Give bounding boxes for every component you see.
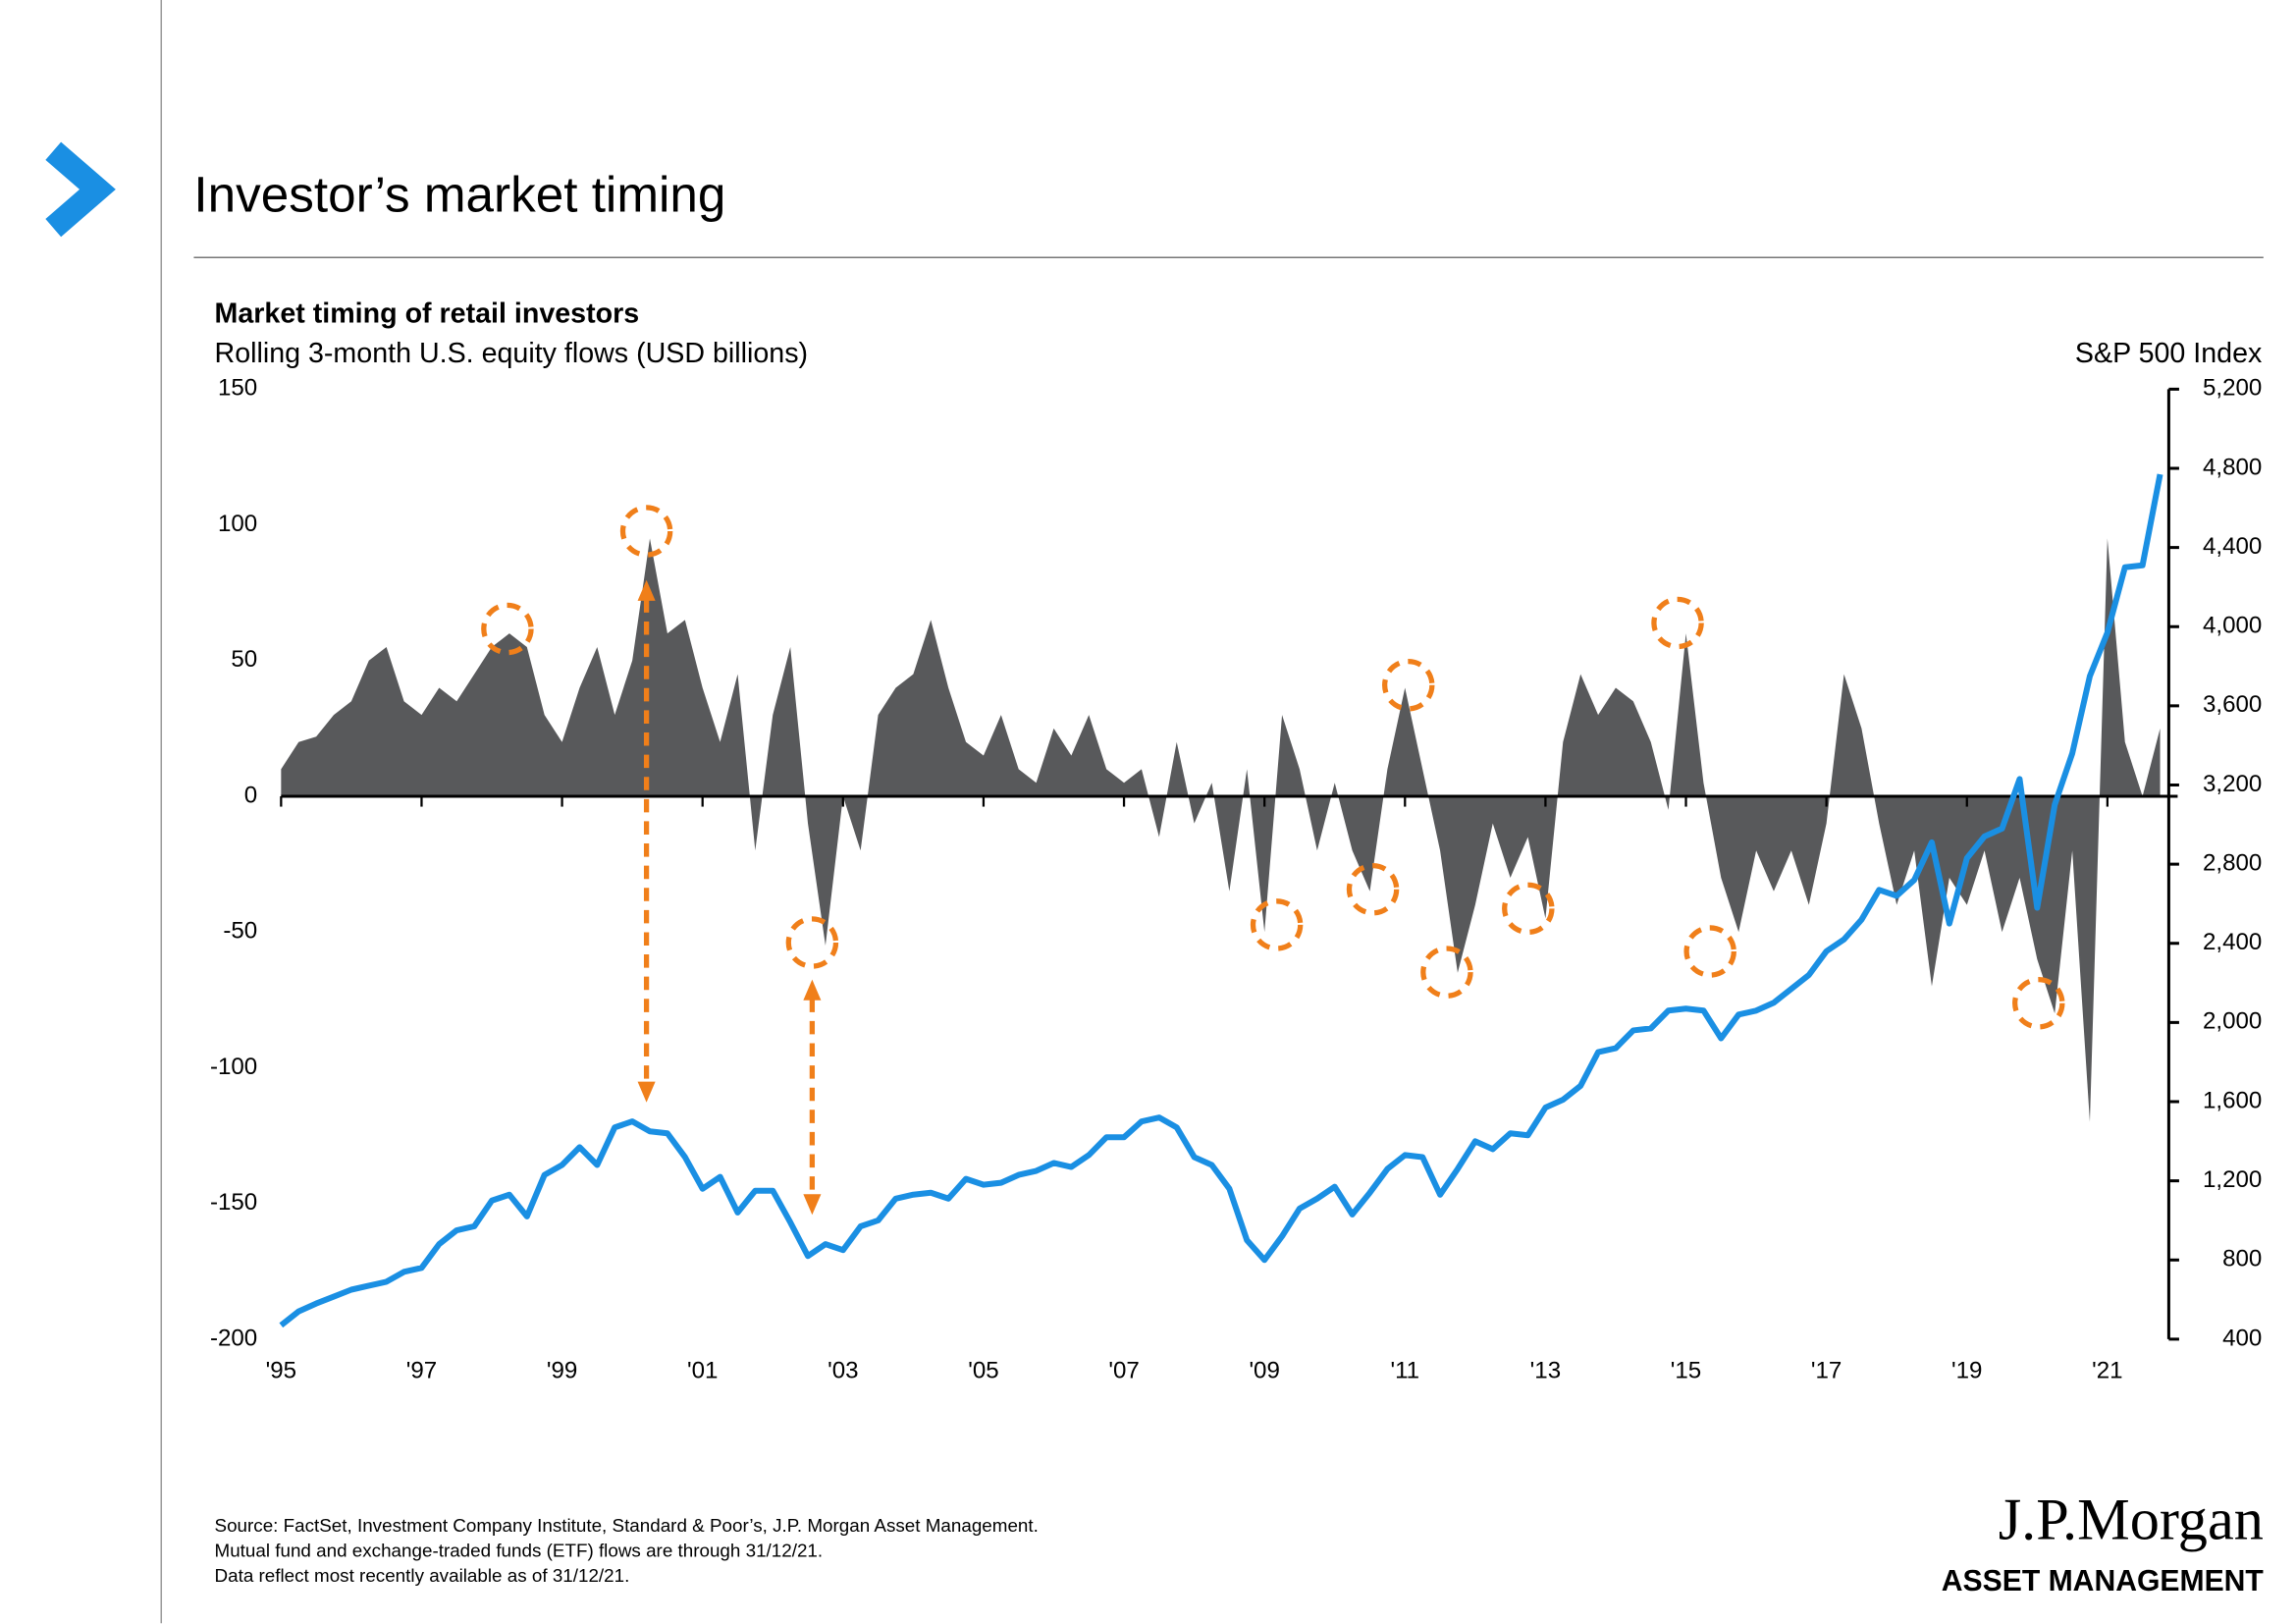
x-tick-label: '19 (1951, 1357, 1982, 1383)
chart-title: Market timing of retail investors (215, 298, 640, 330)
y2-axis-label: S&P 500 Index (2075, 338, 2262, 369)
x-tick-label: '09 (1249, 1357, 1279, 1383)
highlight-circle (619, 505, 673, 558)
x-tick-label: '95 (266, 1357, 296, 1383)
chevron-icon (45, 141, 116, 238)
y2-tick-label: 2,000 (2203, 1008, 2262, 1035)
x-tick-label: '21 (2092, 1357, 2122, 1383)
x-tick-label: '03 (828, 1357, 858, 1383)
source-note: Data reflect most recently available as … (215, 1565, 630, 1586)
x-tick-label: '97 (406, 1357, 437, 1383)
y2-tick-label: 2,800 (2203, 849, 2262, 876)
y2-tick-label: 3,600 (2203, 691, 2262, 718)
highlight-circle (1651, 596, 1704, 650)
logo: J.P.Morgan (1999, 1487, 2264, 1552)
y2-tick-label: 5,200 (2203, 375, 2262, 402)
logo-subtitle: ASSET MANAGEMENT (1942, 1565, 2265, 1597)
y-tick-label: -50 (223, 918, 257, 945)
x-tick-label: '07 (1108, 1357, 1139, 1383)
y-tick-label: -200 (210, 1325, 257, 1351)
y2-tick-label: 1,200 (2203, 1166, 2262, 1193)
annotations (481, 505, 2065, 1196)
highlight-circle (481, 602, 534, 656)
x-tick-label: '01 (687, 1357, 718, 1383)
y2-tick-label: 2,400 (2203, 929, 2262, 955)
arrow-heads (637, 579, 822, 1216)
y-tick-label: -150 (210, 1189, 257, 1216)
arrow-head (803, 979, 822, 1001)
highlight-circle (1502, 882, 1555, 936)
highlight-circle (785, 916, 839, 969)
y2-tick-label: 3,200 (2203, 771, 2262, 797)
source-note: Mutual fund and exchange-traded funds (E… (215, 1540, 824, 1560)
highlight-circle (2012, 977, 2065, 1030)
arrow-head (637, 579, 656, 601)
arrow-head (637, 1081, 656, 1103)
y2-tick-label: 4,000 (2203, 613, 2262, 639)
highlight-circle (1381, 659, 1435, 712)
flow-area (281, 538, 2161, 1122)
y2-tick-label: 4,800 (2203, 454, 2262, 480)
y2-tick-label: 800 (2222, 1246, 2262, 1272)
x-tick-label: '17 (1811, 1357, 1842, 1383)
y-tick-label: 150 (218, 375, 257, 402)
x-tick-label: '15 (1671, 1357, 1701, 1383)
plot: '95 '97 '99 '01 '03 '05 '07 '09 '11 '13 '15 '17 '19 '… (210, 375, 2262, 1384)
y2-tick-label: 1,600 (2203, 1087, 2262, 1113)
x-tick-label: '11 (1390, 1357, 1419, 1383)
sp500-line (279, 473, 2163, 1328)
highlight-circle (1420, 946, 1473, 999)
highlight-circle (1250, 898, 1304, 951)
page-title: Investor’s market timing (193, 167, 725, 223)
y-tick-label: 100 (218, 511, 257, 537)
y-tick-label: -100 (210, 1054, 257, 1080)
y-tick-label: 50 (231, 646, 257, 673)
x-tick-label: '99 (547, 1357, 577, 1383)
arrow-head (803, 1194, 822, 1216)
highlight-circle (1346, 862, 1400, 916)
chart-subtitle: Rolling 3-month U.S. equity flows (USD b… (215, 338, 809, 369)
source-note: Source: FactSet, Investment Company Inst… (215, 1515, 1039, 1536)
y2-tick-label: 4,400 (2203, 533, 2262, 560)
y-tick-label: 0 (244, 782, 257, 808)
y2-tick-label: 400 (2222, 1325, 2262, 1351)
highlight-circle (1683, 925, 1736, 978)
x-tick-label: '05 (968, 1357, 998, 1383)
x-tick-label: '13 (1530, 1357, 1561, 1383)
